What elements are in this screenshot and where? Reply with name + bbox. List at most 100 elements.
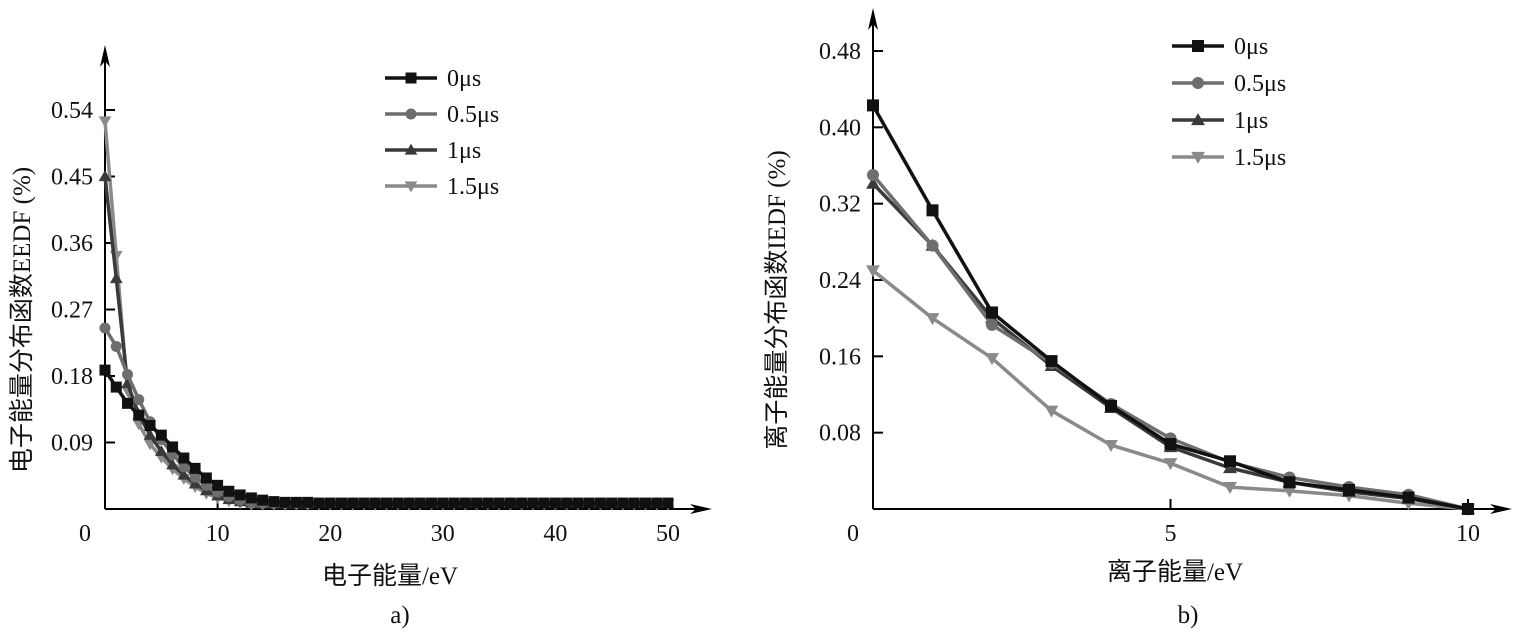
data-point — [302, 496, 314, 508]
y-tick-label: 0.48 — [819, 39, 861, 65]
data-point — [133, 409, 145, 421]
data-point — [867, 169, 879, 182]
data-point — [986, 318, 998, 331]
data-point — [212, 479, 224, 491]
series-line — [871, 269, 1469, 511]
data-point — [189, 471, 201, 483]
data-point — [1105, 399, 1117, 412]
data-point — [639, 497, 651, 509]
data-point — [347, 497, 359, 509]
y-tick-label: 0.09 — [51, 431, 93, 457]
data-point — [583, 497, 595, 509]
series-1.5sus — [98, 116, 675, 511]
data-point — [527, 497, 539, 509]
data-point — [178, 452, 190, 464]
data-point — [109, 272, 123, 284]
data-point — [493, 497, 505, 509]
data-point — [403, 497, 415, 509]
data-point — [143, 428, 157, 440]
series-line — [103, 176, 668, 506]
x-tick-label: 30 — [431, 521, 455, 547]
series-group — [866, 99, 1475, 516]
legend-label: 0μs — [447, 66, 481, 92]
series-0sus — [867, 99, 1474, 515]
data-point — [1045, 355, 1058, 368]
legend-marker-icon — [404, 181, 418, 193]
data-point — [662, 497, 674, 509]
legend-label: 0.5μs — [447, 102, 499, 128]
data-point — [358, 497, 370, 509]
data-point — [504, 497, 516, 509]
y-tick-label: 0.54 — [51, 98, 93, 124]
legend-label: 1μs — [1234, 108, 1268, 134]
data-point — [154, 445, 168, 457]
legend-item: 1μs — [385, 138, 481, 164]
data-point — [1163, 458, 1178, 471]
x-axis-title: 电子能量/eV — [322, 562, 458, 590]
legend-item: 0.5μs — [385, 102, 499, 128]
x-tick-label: 0 — [847, 521, 859, 547]
y-tick-label: 0.24 — [819, 268, 861, 294]
y-axis-arrow-icon — [868, 8, 878, 30]
data-point — [144, 420, 156, 432]
series-1.5sus — [866, 265, 1475, 516]
panel-label: b) — [1178, 602, 1199, 629]
y-axis-title: 离子能量分布函数IEDF (%) — [763, 150, 791, 449]
y-tick-label: 0.36 — [51, 231, 93, 257]
chart-a-eedf: 0 10 20 30 40 50 0.09 0.18 0.27 0.36 0.45 0.54 电子能量/… — [8, 45, 712, 629]
legend: 0μs 0.5μs 1μs 1.5μs — [385, 66, 499, 200]
data-point — [926, 239, 939, 252]
data-point — [98, 116, 112, 128]
y-tick-label: 0.08 — [819, 421, 861, 447]
data-point — [313, 497, 325, 509]
y-tick-label: 0.40 — [819, 115, 861, 141]
data-point — [369, 497, 381, 509]
data-point — [1223, 481, 1237, 494]
series-0sus — [99, 364, 674, 509]
data-point — [324, 497, 336, 509]
data-point — [594, 497, 606, 509]
data-point — [925, 313, 940, 326]
data-point — [335, 497, 347, 509]
y-axis-arrow-icon — [100, 45, 110, 67]
data-point — [257, 494, 269, 506]
legend-item: 0μs — [1172, 34, 1268, 60]
legend-item: 0μs — [385, 66, 481, 92]
data-point — [448, 497, 460, 509]
legend-label: 1.5μs — [1234, 145, 1286, 171]
panel-label: a) — [390, 602, 409, 629]
data-point — [538, 497, 550, 509]
x-axis-title: 离子能量/eV — [1107, 558, 1243, 586]
x-tick-label: 10 — [206, 521, 230, 547]
data-point — [985, 353, 999, 366]
data-point — [392, 497, 404, 509]
chart-b-iedf: 0 5 10 0.08 0.16 0.24 0.32 0.40 0.48 离子能量/eV 离子能量分… — [763, 8, 1512, 629]
data-point — [98, 170, 112, 182]
legend-item: 0.5μs — [1172, 71, 1286, 97]
data-point — [414, 497, 426, 509]
data-point — [133, 394, 145, 406]
data-point — [155, 429, 167, 441]
legend-item: 1.5μs — [385, 174, 499, 200]
axes: 0 10 20 30 40 50 0.09 0.18 0.27 0.36 0.45 0.54 — [51, 45, 712, 547]
data-point — [166, 458, 179, 470]
data-point — [245, 492, 257, 504]
data-point — [1343, 483, 1355, 496]
data-point — [561, 497, 573, 509]
data-point — [167, 441, 179, 453]
series-line — [103, 327, 668, 505]
legend-label: 0.5μs — [1234, 71, 1286, 97]
data-point — [471, 497, 483, 509]
data-point — [99, 364, 111, 376]
data-point — [279, 496, 291, 508]
legend-marker-icon — [1192, 40, 1204, 52]
data-point — [606, 497, 618, 509]
data-point — [268, 496, 280, 508]
data-point — [651, 497, 663, 509]
data-point — [223, 485, 235, 497]
x-tick-label: 50 — [656, 521, 680, 547]
axes: 0 5 10 0.08 0.16 0.24 0.32 0.40 0.48 — [819, 8, 1512, 547]
y-tick-label: 0.18 — [51, 364, 93, 390]
data-point — [482, 497, 494, 509]
